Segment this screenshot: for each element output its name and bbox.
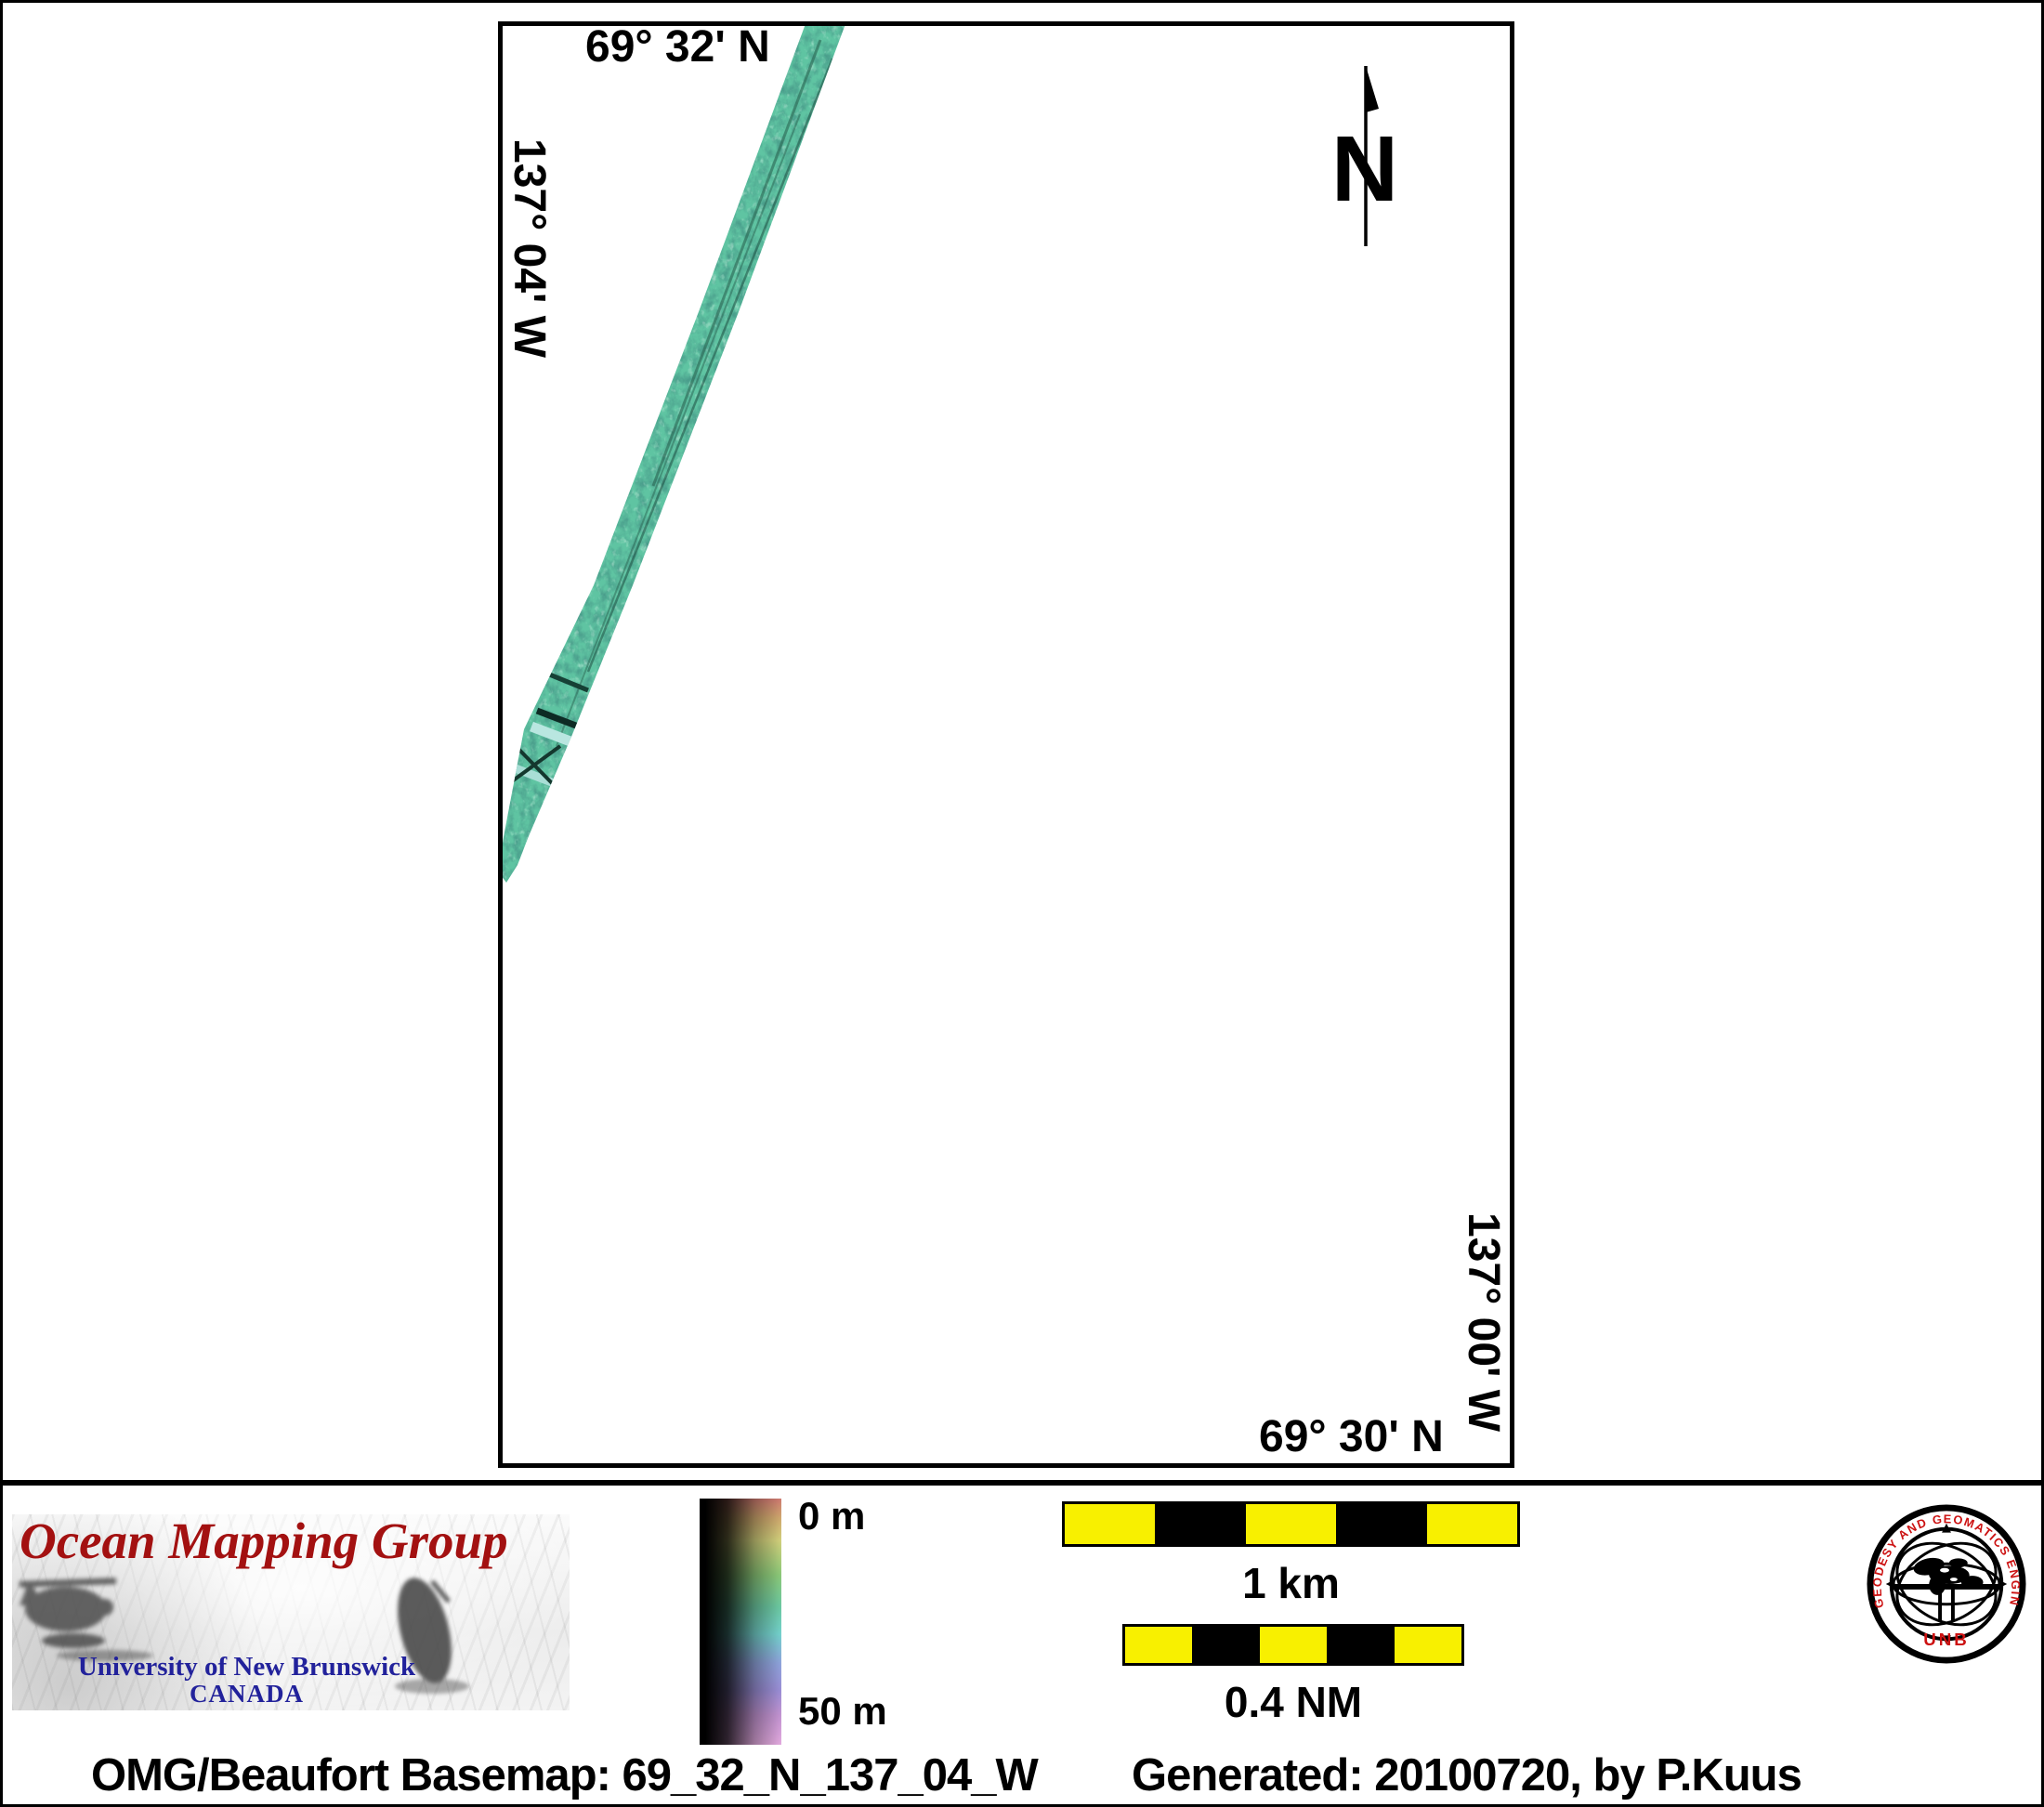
sonar-swath xyxy=(503,26,846,883)
lat-label-bottom: 69° 30' N xyxy=(1259,1412,1444,1461)
depth-label-top: 0 m xyxy=(798,1494,866,1538)
scalebar-segment xyxy=(1426,1504,1518,1544)
scalebar-segment xyxy=(1245,1504,1337,1544)
lat-label-top: 69° 32' N xyxy=(585,22,770,72)
scalebar-segment xyxy=(1327,1627,1395,1663)
omg-banner: Ocean Mapping Group University of New Br… xyxy=(12,1514,570,1710)
banner-artwork xyxy=(19,1578,469,1694)
ship-silhouette xyxy=(395,1578,469,1694)
seal-cardinal-points xyxy=(1885,1523,2008,1645)
seal-acronym: UNB xyxy=(1923,1630,1970,1649)
scalebar-segment xyxy=(1125,1627,1193,1663)
scalebar-segment xyxy=(1192,1627,1260,1663)
scalebar-km xyxy=(1062,1501,1520,1547)
scalebar-segment xyxy=(1065,1504,1156,1544)
seaplane-silhouette xyxy=(19,1578,153,1661)
north-arrow: N xyxy=(1331,66,1398,246)
generated-caption: Generated: 20100720, by P.Kuus xyxy=(1132,1750,1802,1800)
map-canvas: N xyxy=(503,26,1398,883)
basemap-caption: OMG/Beaufort Basemap: 69_32_N_137_04_W xyxy=(91,1750,1039,1800)
scalebar-segment xyxy=(1336,1504,1427,1544)
map-frame xyxy=(498,21,1514,1468)
seal-globe xyxy=(1913,1557,1984,1595)
depth-colorbar xyxy=(700,1499,781,1745)
banner-title: Ocean Mapping Group xyxy=(20,1514,508,1569)
footer-divider xyxy=(3,1480,2041,1486)
depth-label-bottom: 50 m xyxy=(798,1689,887,1733)
unb-geodesy-seal: GEODESY AND GEOMATICS ENGINEERING UNB xyxy=(1867,1504,2026,1664)
scalebar-segment xyxy=(1155,1504,1246,1544)
scalebar-nm-label: 0.4 NM xyxy=(1224,1678,1363,1726)
north-label: N xyxy=(1331,117,1398,221)
scalebar-segment xyxy=(1259,1627,1328,1663)
scalebar-segment xyxy=(1394,1627,1462,1663)
banner-university: University of New Brunswick xyxy=(77,1652,416,1682)
north-arrow-head xyxy=(1366,66,1379,112)
lon-label-left: 137° 04' W xyxy=(504,138,554,359)
scalebar-km-label: 1 km xyxy=(1242,1559,1340,1607)
swath-texture xyxy=(510,39,834,790)
lon-label-right: 137° 00' W xyxy=(1459,1212,1508,1433)
scalebar-nm xyxy=(1122,1624,1464,1666)
banner-country: CANADA xyxy=(190,1680,304,1708)
